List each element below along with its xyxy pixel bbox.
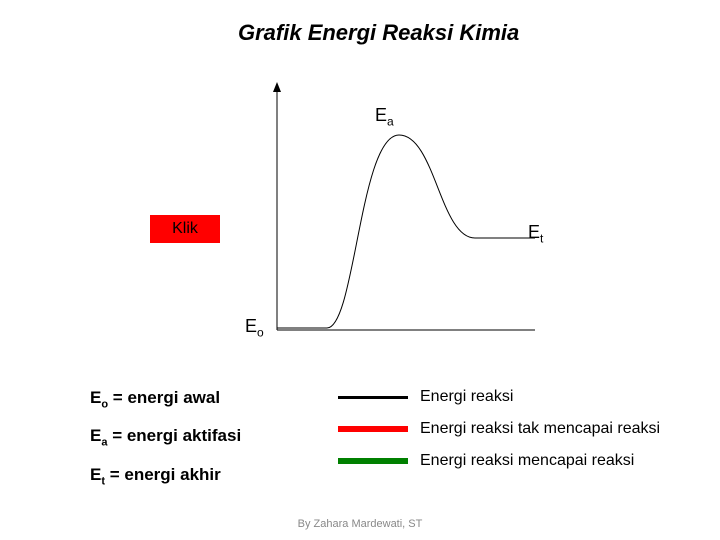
energy-curve: [277, 135, 535, 328]
legend-swatch: [338, 426, 408, 432]
klik-button[interactable]: Klik: [150, 215, 220, 243]
page-title: Grafik Energi Reaksi Kimia: [238, 20, 519, 46]
def-ea: Ea = energi aktifasi: [90, 426, 241, 448]
def-et: Et = energi akhir: [90, 465, 241, 487]
legend-row: Energi reaksi mencapai reaksi: [338, 452, 660, 470]
def-eo: Eo = energi awal: [90, 388, 241, 410]
legend-row: Energi reaksi tak mencapai reaksi: [338, 420, 660, 438]
legend-list: Energi reaksi Energi reaksi tak mencapai…: [338, 388, 660, 484]
legend-swatch: [338, 458, 408, 464]
label-eo: Eo: [245, 316, 264, 340]
y-axis-arrow: [273, 82, 281, 92]
label-ea: Ea: [375, 105, 394, 129]
label-et: Et: [528, 222, 543, 246]
energy-curve-chart: [265, 80, 545, 340]
definitions-list: Eo = energi awal Ea = energi aktifasi Et…: [90, 388, 241, 503]
legend-text: Energi reaksi tak mencapai reaksi: [420, 420, 660, 438]
footer-credit: By Zahara Mardewati, ST: [0, 518, 720, 530]
legend-text: Energi reaksi: [420, 388, 513, 406]
legend-swatch: [338, 396, 408, 399]
legend-text: Energi reaksi mencapai reaksi: [420, 452, 634, 470]
legend-row: Energi reaksi: [338, 388, 660, 406]
